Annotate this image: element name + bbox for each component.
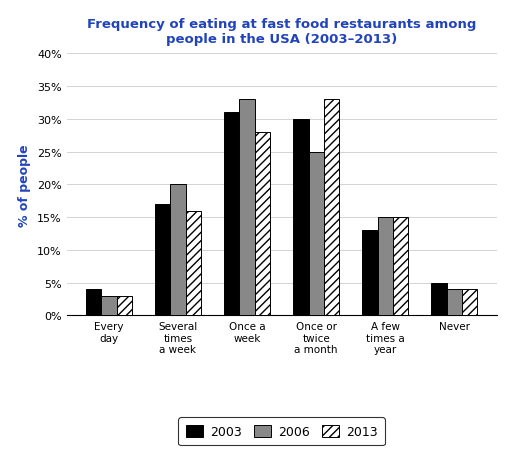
Bar <box>393 218 408 316</box>
Bar <box>155 205 170 316</box>
Bar <box>101 296 117 316</box>
Bar <box>240 100 254 316</box>
Bar <box>293 120 309 316</box>
Bar <box>170 185 185 316</box>
Bar <box>446 290 462 316</box>
Bar <box>324 100 339 316</box>
Bar <box>254 133 270 316</box>
Title: Frequency of eating at fast food restaurants among
people in the USA (2003–2013): Frequency of eating at fast food restaur… <box>87 18 476 46</box>
Bar <box>86 290 101 316</box>
Bar <box>462 290 477 316</box>
Bar <box>362 231 378 316</box>
Bar <box>378 218 393 316</box>
Bar <box>309 152 324 316</box>
Legend: 2003, 2006, 2013: 2003, 2006, 2013 <box>178 417 385 446</box>
Bar <box>432 283 446 316</box>
Bar <box>117 296 132 316</box>
Bar <box>185 211 201 316</box>
Y-axis label: % of people: % of people <box>18 144 31 226</box>
Bar <box>224 113 240 316</box>
